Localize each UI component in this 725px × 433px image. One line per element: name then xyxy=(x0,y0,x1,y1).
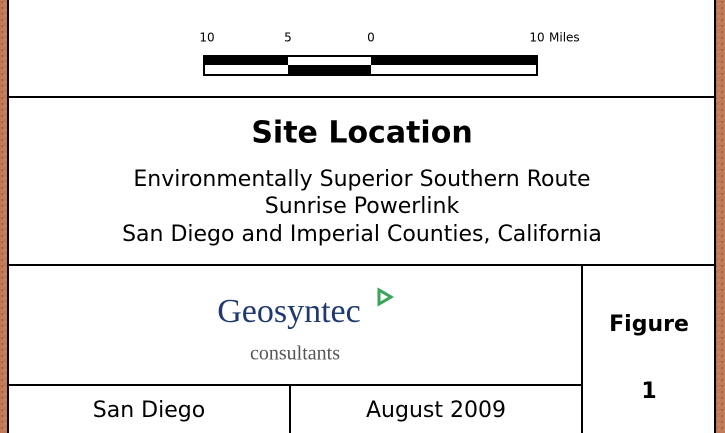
figure-number: 1 xyxy=(641,379,656,404)
scale-segment xyxy=(288,65,371,75)
location: San Diego xyxy=(93,398,205,423)
subtitle: San Diego and Imperial Counties, Califor… xyxy=(122,222,602,247)
title: Site Location xyxy=(251,116,472,151)
subtitle: Environmentally Superior Southern Route xyxy=(133,167,590,192)
scale-label: 10 xyxy=(199,31,214,45)
logo-tagline: consultants xyxy=(250,343,340,365)
logo-name: Geosyntec xyxy=(217,293,361,330)
logo-icon xyxy=(377,287,394,307)
scale-label: 0 xyxy=(367,31,375,45)
figure-label: Figure xyxy=(609,312,689,337)
subtitle: Sunrise Powerlink xyxy=(265,194,460,219)
scale-label: 5 xyxy=(284,31,292,45)
scale-segment xyxy=(204,56,288,65)
scale-bar: 10 5 0 10 Miles xyxy=(199,31,580,76)
scale-label: 10 xyxy=(529,31,544,45)
scale-unit: Miles xyxy=(549,31,580,45)
date: August 2009 xyxy=(366,398,506,423)
scale-segment xyxy=(371,56,537,65)
